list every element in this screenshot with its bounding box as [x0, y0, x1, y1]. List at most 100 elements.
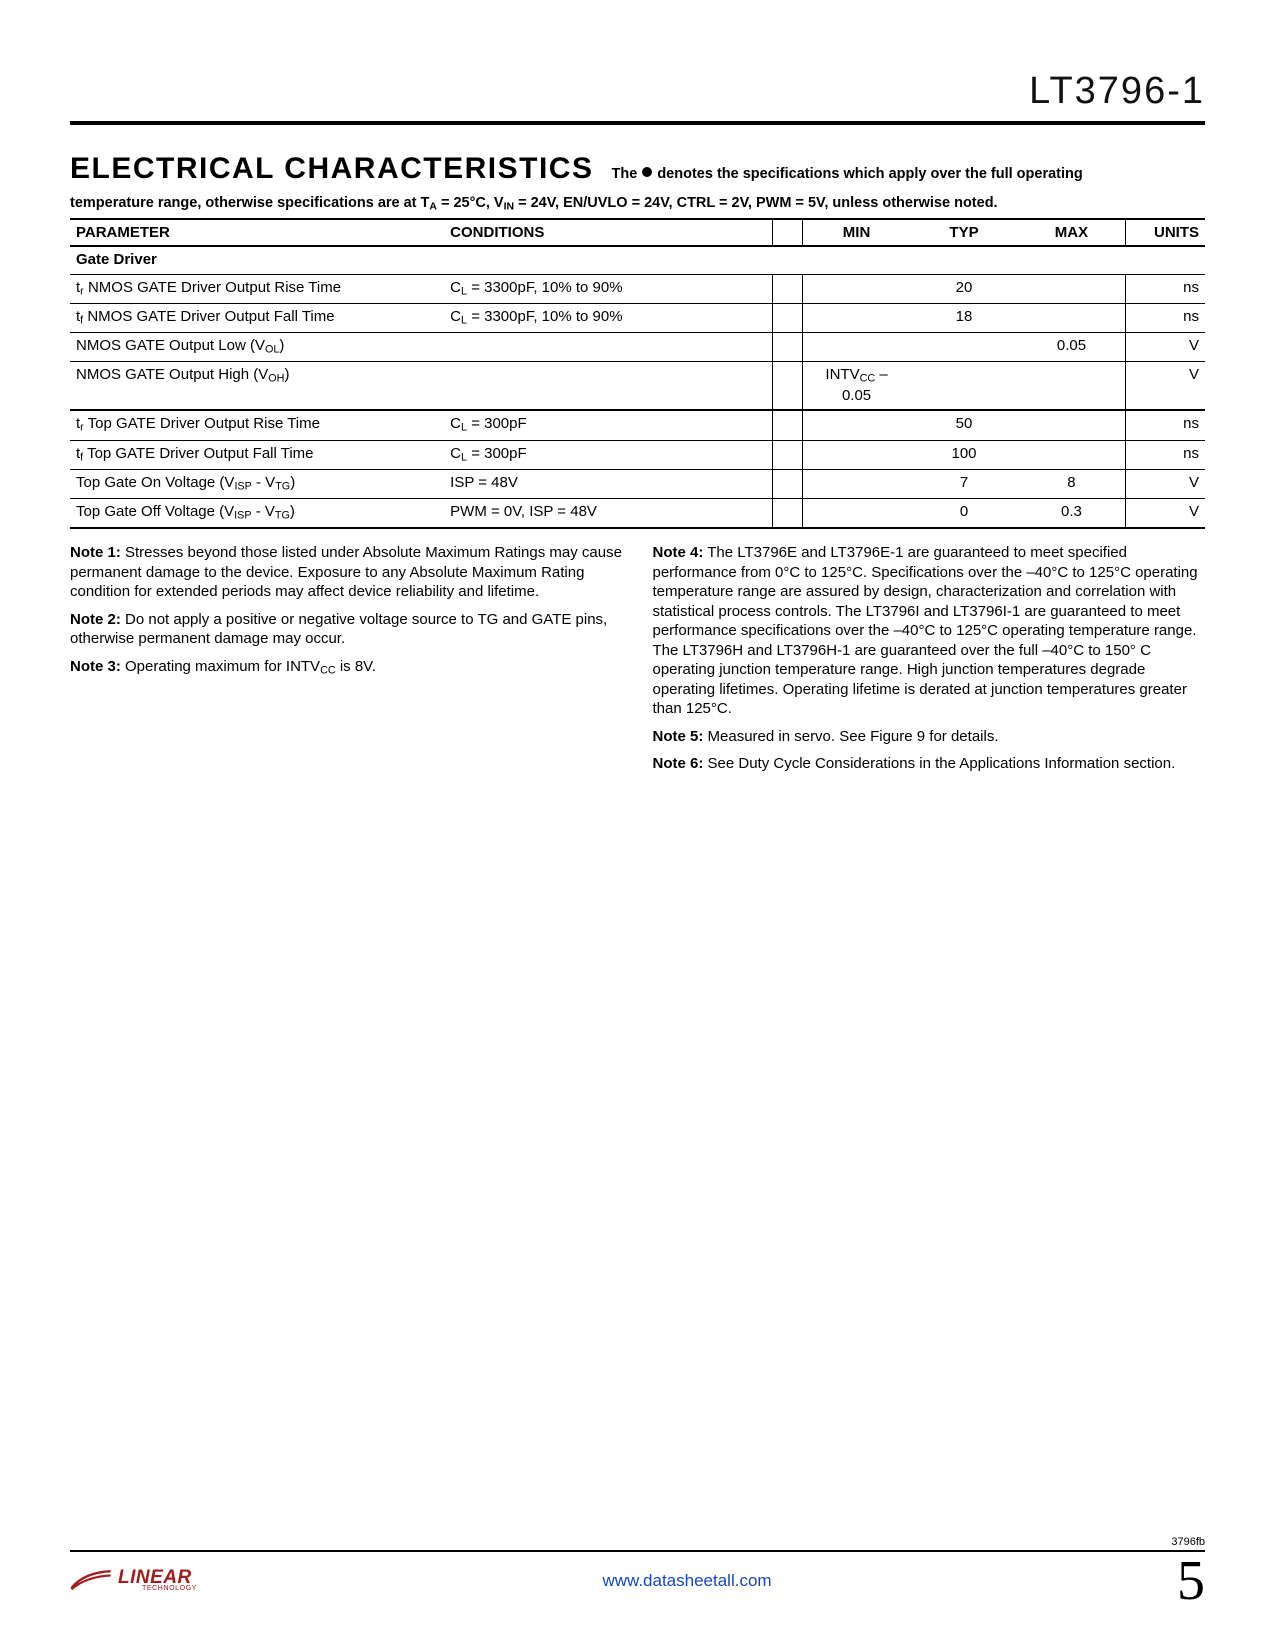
cell-max: [1018, 440, 1126, 469]
cell-parameter: NMOS GATE Output High (VOH): [70, 362, 444, 410]
note-label: Note 4:: [653, 544, 704, 561]
note-paragraph: Note 6: See Duty Cycle Considerations in…: [653, 754, 1206, 774]
note-label: Note 6:: [653, 755, 704, 772]
table-row: Top Gate On Voltage (VISP - VTG)ISP = 48…: [70, 469, 1205, 498]
note-label: Note 1:: [70, 544, 121, 561]
col-dot: [773, 219, 802, 246]
cell-min: [802, 440, 910, 469]
datasheet-url-link[interactable]: www.datasheetall.com: [602, 1571, 771, 1591]
page-footer: 3796fb LINEAR TECHNOLOGY www.datasheetal…: [70, 1536, 1205, 1606]
cell-dot: [773, 410, 802, 440]
cell-units: ns: [1126, 440, 1205, 469]
notes-section: Note 1: Stresses beyond those listed und…: [70, 543, 1205, 774]
cell-typ: [910, 362, 1018, 410]
note-label: Note 2:: [70, 611, 121, 628]
cell-typ: 0: [910, 498, 1018, 528]
col-parameter: PARAMETER: [70, 219, 444, 246]
section-subtitle: temperature range, otherwise specificati…: [70, 194, 1205, 215]
cell-dot: [773, 333, 802, 362]
col-conditions: CONDITIONS: [444, 219, 773, 246]
part-number: LT3796-1: [70, 70, 1205, 113]
footer-rule: [70, 1550, 1205, 1552]
cell-conditions: [444, 362, 773, 410]
doc-code: 3796fb: [70, 1536, 1205, 1548]
cell-typ: 100: [910, 440, 1018, 469]
table-row: Top Gate Off Voltage (VISP - VTG)PWM = 0…: [70, 498, 1205, 528]
cell-dot: [773, 498, 802, 528]
cell-units: ns: [1126, 304, 1205, 333]
cell-parameter: tf Top GATE Driver Output Fall Time: [70, 440, 444, 469]
table-row: tf Top GATE Driver Output Fall TimeCL = …: [70, 440, 1205, 469]
cell-parameter: tr Top GATE Driver Output Rise Time: [70, 410, 444, 440]
electrical-characteristics-table: PARAMETER CONDITIONS MIN TYP MAX UNITS G…: [70, 218, 1205, 529]
section-title-block: ELECTRICAL CHARACTERISTICS The denotes t…: [70, 149, 1205, 190]
cell-parameter: tf NMOS GATE Driver Output Fall Time: [70, 304, 444, 333]
cell-dot: [773, 274, 802, 303]
page-number: 5: [1177, 1556, 1205, 1606]
cell-conditions: CL = 3300pF, 10% to 90%: [444, 304, 773, 333]
cell-dot: [773, 440, 802, 469]
table-row: NMOS GATE Output High (VOH)INTVCC –0.05V: [70, 362, 1205, 410]
cell-units: ns: [1126, 410, 1205, 440]
cell-dot: [773, 469, 802, 498]
spec-bullet-icon: [642, 167, 652, 177]
cell-parameter: Top Gate On Voltage (VISP - VTG): [70, 469, 444, 498]
cell-conditions: CL = 300pF: [444, 440, 773, 469]
cell-parameter: NMOS GATE Output Low (VOL): [70, 333, 444, 362]
cell-dot: [773, 304, 802, 333]
cell-max: 8: [1018, 469, 1126, 498]
col-max: MAX: [1018, 219, 1126, 246]
cell-conditions: PWM = 0V, ISP = 48V: [444, 498, 773, 528]
logo-brand-text: LINEAR: [118, 1569, 197, 1586]
cell-parameter: tr NMOS GATE Driver Output Rise Time: [70, 274, 444, 303]
company-logo: LINEAR TECHNOLOGY: [70, 1566, 197, 1596]
note-label: Note 5:: [653, 728, 704, 745]
cell-conditions: CL = 3300pF, 10% to 90%: [444, 274, 773, 303]
cell-typ: 18: [910, 304, 1018, 333]
cell-units: ns: [1126, 274, 1205, 303]
cell-min: [802, 410, 910, 440]
cell-max: 0.3: [1018, 498, 1126, 528]
cell-typ: 20: [910, 274, 1018, 303]
table-row: tf NMOS GATE Driver Output Fall TimeCL =…: [70, 304, 1205, 333]
note-paragraph: Note 3: Operating maximum for INTVCC is …: [70, 657, 623, 678]
cell-conditions: [444, 333, 773, 362]
note-paragraph: Note 5: Measured in servo. See Figure 9 …: [653, 727, 1206, 747]
cell-units: V: [1126, 469, 1205, 498]
col-min: MIN: [802, 219, 910, 246]
note-label: Note 3:: [70, 658, 121, 675]
table-row: tr Top GATE Driver Output Rise TimeCL = …: [70, 410, 1205, 440]
cell-units: V: [1126, 362, 1205, 410]
cell-units: V: [1126, 333, 1205, 362]
cell-max: [1018, 362, 1126, 410]
cell-typ: 7: [910, 469, 1018, 498]
cell-conditions: ISP = 48V: [444, 469, 773, 498]
col-units: UNITS: [1126, 219, 1205, 246]
header-rule: [70, 121, 1205, 125]
cell-max: [1018, 274, 1126, 303]
table-row: NMOS GATE Output Low (VOL) 0.05V: [70, 333, 1205, 362]
intro-after: denotes the specifications which apply o…: [657, 166, 1082, 182]
col-typ: TYP: [910, 219, 1018, 246]
note-paragraph: Note 4: The LT3796E and LT3796E-1 are gu…: [653, 543, 1206, 719]
table-row: tr NMOS GATE Driver Output Rise TimeCL =…: [70, 274, 1205, 303]
cell-min: [802, 304, 910, 333]
logo-swoosh-icon: [70, 1566, 112, 1596]
logo-sub-text: TECHNOLOGY: [142, 1586, 197, 1592]
group-label: Gate Driver: [70, 246, 1205, 274]
cell-units: V: [1126, 498, 1205, 528]
cell-parameter: Top Gate Off Voltage (VISP - VTG): [70, 498, 444, 528]
cell-conditions: CL = 300pF: [444, 410, 773, 440]
cell-max: 0.05: [1018, 333, 1126, 362]
section-heading: ELECTRICAL CHARACTERISTICS: [70, 152, 593, 185]
table-header-row: PARAMETER CONDITIONS MIN TYP MAX UNITS: [70, 219, 1205, 246]
note-paragraph: Note 1: Stresses beyond those listed und…: [70, 543, 623, 602]
cell-dot: [773, 362, 802, 410]
cell-typ: [910, 333, 1018, 362]
intro-before: The: [611, 166, 637, 182]
cell-typ: 50: [910, 410, 1018, 440]
cell-min: [802, 333, 910, 362]
note-paragraph: Note 2: Do not apply a positive or negat…: [70, 610, 623, 649]
cell-min: [802, 469, 910, 498]
cell-max: [1018, 410, 1126, 440]
